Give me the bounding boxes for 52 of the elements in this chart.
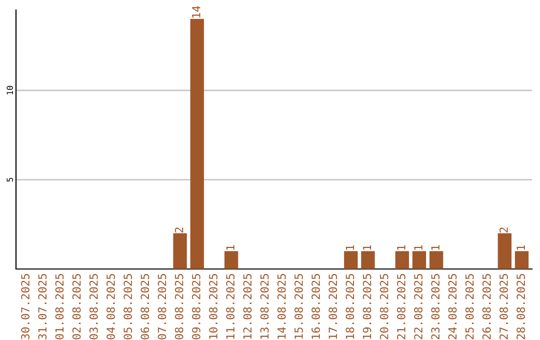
x-tick-label: 30.07.2025	[21, 274, 30, 340]
bar	[344, 251, 358, 269]
x-tick-label: 02.08.2025	[72, 274, 81, 340]
data-label: 1	[346, 245, 354, 250]
data-label: 1	[226, 245, 234, 250]
data-label: 1	[397, 245, 406, 250]
bar	[498, 233, 512, 269]
x-tick-label: 12.08.2025	[243, 274, 252, 339]
x-tick-label: 16.08.2025	[312, 274, 320, 339]
x-tick-label: 05.08.2025	[124, 274, 132, 340]
bar	[429, 251, 444, 269]
x-tick-label: 10.08.2025	[209, 274, 218, 339]
data-label: 14	[192, 6, 200, 18]
x-tick-label: 01.08.2025	[55, 274, 64, 340]
x-tick-label: 04.08.2025	[106, 274, 115, 340]
x-tick-label: 07.08.2025	[158, 274, 166, 340]
bar	[173, 233, 187, 269]
x-tick-label: 26.08.2025	[482, 274, 491, 340]
data-label: 2	[174, 228, 184, 232]
y-tick-label: 5	[6, 178, 13, 182]
x-tick-label: 09.08.2025	[192, 274, 200, 340]
bar	[514, 251, 529, 269]
bar	[190, 18, 204, 269]
x-tick-label: 15.08.2025	[294, 274, 303, 339]
data-label: 1	[431, 245, 440, 250]
bar	[361, 251, 375, 269]
y-tick-label: 10	[6, 86, 13, 94]
x-tick-label: 25.08.2025	[465, 274, 474, 340]
x-tick-label: 23.08.2025	[431, 274, 440, 340]
x-tick-label: 03.08.2025	[89, 274, 98, 340]
data-label: 1	[414, 245, 422, 250]
x-tick-label: 24.08.2025	[448, 274, 457, 340]
data-label: 1	[516, 245, 525, 250]
x-tick-label: 11.08.2025	[226, 274, 235, 339]
x-tick-label: 18.08.2025	[346, 274, 354, 339]
x-tick-label: 28.08.2025	[516, 274, 525, 340]
bar	[395, 251, 409, 269]
data-label: 2	[500, 228, 508, 232]
bar	[412, 251, 426, 269]
x-tick-label: 22.08.2025	[414, 274, 422, 340]
x-tick-label: 08.08.2025	[174, 274, 184, 340]
x-tick-label: 31.07.2025	[38, 274, 47, 340]
bar	[224, 251, 238, 269]
x-tick-label: 20.08.2025	[380, 274, 388, 340]
x-tick-label: 13.08.2025	[260, 274, 269, 339]
data-label: 1	[362, 245, 372, 250]
x-tick-label: 17.08.2025	[328, 274, 338, 339]
x-tick-label: 19.08.2025	[362, 274, 372, 339]
x-tick-label: 21.08.2025	[396, 274, 406, 340]
x-tick-label: 14.08.2025	[277, 274, 286, 339]
x-tick-label: 06.08.2025	[140, 274, 150, 340]
x-tick-label: 27.08.2025	[500, 274, 508, 340]
